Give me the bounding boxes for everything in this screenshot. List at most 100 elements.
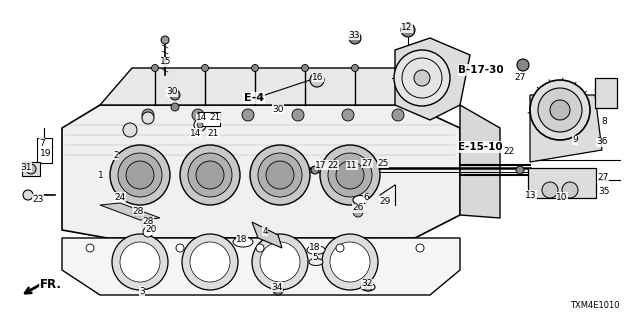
Circle shape (351, 65, 358, 71)
Circle shape (401, 65, 408, 71)
Circle shape (197, 122, 203, 128)
Bar (37, 138, 52, 163)
Polygon shape (100, 203, 160, 220)
Circle shape (110, 145, 170, 205)
Circle shape (342, 109, 354, 121)
Ellipse shape (307, 245, 325, 254)
Ellipse shape (353, 196, 367, 204)
Text: 27: 27 (597, 173, 609, 182)
Circle shape (196, 161, 224, 189)
Ellipse shape (233, 237, 253, 247)
Circle shape (394, 50, 450, 106)
Text: E-15-10: E-15-10 (458, 142, 502, 152)
Text: 4: 4 (262, 227, 268, 236)
Polygon shape (62, 105, 460, 238)
Circle shape (170, 90, 180, 100)
Circle shape (292, 109, 304, 121)
Circle shape (161, 36, 169, 44)
Text: 6: 6 (363, 194, 369, 203)
Text: 29: 29 (380, 196, 390, 205)
Circle shape (320, 145, 380, 205)
Circle shape (310, 73, 324, 87)
Polygon shape (460, 105, 500, 218)
Text: 36: 36 (596, 138, 608, 147)
Circle shape (266, 161, 294, 189)
Circle shape (550, 100, 570, 120)
Text: 22: 22 (328, 161, 339, 170)
Text: TXM4E1010: TXM4E1010 (570, 301, 620, 310)
Text: 27: 27 (515, 74, 525, 83)
Circle shape (143, 227, 153, 237)
Circle shape (252, 234, 308, 290)
Circle shape (328, 153, 372, 197)
Circle shape (516, 166, 524, 174)
Text: FR.: FR. (40, 278, 62, 292)
Circle shape (176, 244, 184, 252)
Text: 15: 15 (160, 58, 172, 67)
Circle shape (142, 112, 154, 124)
Circle shape (194, 119, 206, 131)
Text: 25: 25 (378, 158, 388, 167)
Circle shape (123, 123, 137, 137)
Circle shape (112, 234, 168, 290)
Text: 8: 8 (601, 116, 607, 125)
Bar (22, 162, 40, 176)
Circle shape (188, 153, 232, 197)
Circle shape (252, 65, 259, 71)
Text: 10: 10 (556, 193, 568, 202)
Text: 7: 7 (39, 139, 45, 148)
Text: 17: 17 (316, 161, 327, 170)
Circle shape (258, 153, 302, 197)
Circle shape (250, 145, 310, 205)
Circle shape (392, 109, 404, 121)
Text: 22: 22 (504, 147, 515, 156)
Circle shape (152, 65, 159, 71)
Circle shape (142, 109, 154, 121)
Circle shape (416, 244, 424, 252)
Circle shape (517, 59, 529, 71)
Text: 21: 21 (207, 129, 219, 138)
Text: 30: 30 (272, 105, 284, 114)
Circle shape (301, 65, 308, 71)
Bar (528, 168, 596, 198)
Text: 16: 16 (312, 73, 324, 82)
Text: 28: 28 (132, 206, 144, 215)
Circle shape (260, 242, 300, 282)
Circle shape (401, 23, 415, 37)
Text: 26: 26 (352, 204, 364, 212)
Bar (142, 218, 152, 226)
Text: 5: 5 (312, 252, 318, 261)
Text: 34: 34 (271, 283, 283, 292)
Text: 20: 20 (145, 226, 157, 235)
Circle shape (273, 285, 283, 295)
Text: 11: 11 (346, 161, 358, 170)
Circle shape (118, 153, 162, 197)
Circle shape (538, 88, 582, 132)
Circle shape (336, 244, 344, 252)
Text: 18: 18 (309, 243, 321, 252)
Circle shape (23, 190, 33, 200)
Text: 33: 33 (348, 30, 360, 39)
Circle shape (336, 161, 364, 189)
Text: 14: 14 (196, 114, 208, 123)
Text: 14: 14 (190, 129, 202, 138)
Circle shape (530, 80, 590, 140)
Polygon shape (395, 38, 470, 120)
Text: 30: 30 (166, 87, 178, 97)
Circle shape (86, 244, 94, 252)
Text: 32: 32 (362, 279, 372, 289)
Circle shape (126, 161, 154, 189)
Circle shape (182, 234, 238, 290)
Text: 13: 13 (525, 190, 537, 199)
Text: 23: 23 (32, 195, 44, 204)
Circle shape (311, 166, 319, 174)
Circle shape (414, 70, 430, 86)
Text: 9: 9 (572, 135, 578, 145)
Circle shape (180, 145, 240, 205)
Circle shape (120, 242, 160, 282)
Circle shape (542, 182, 558, 198)
Polygon shape (100, 68, 460, 105)
Circle shape (322, 234, 378, 290)
Bar (595, 78, 617, 108)
Circle shape (353, 207, 363, 217)
